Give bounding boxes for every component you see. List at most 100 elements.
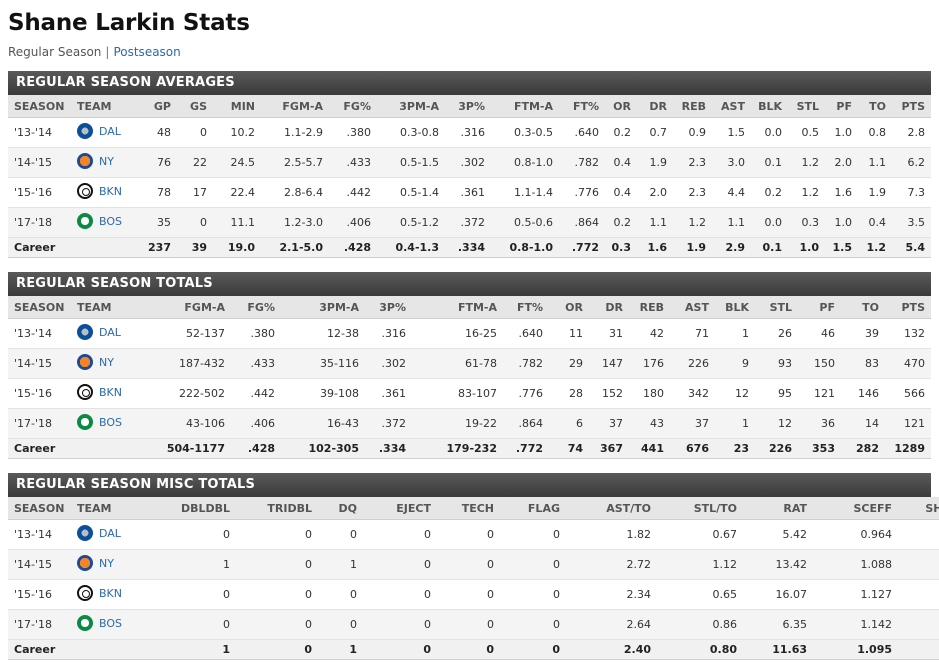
team-link[interactable]: NY bbox=[77, 354, 114, 370]
column-header-fg-pct: FG% bbox=[329, 95, 377, 118]
stat-pf: 2.0 bbox=[825, 147, 858, 178]
career-stat-sheff: .472 bbox=[898, 639, 939, 660]
stat-reb: 42 bbox=[629, 318, 670, 349]
stat-ftm-a: 16-25 bbox=[412, 318, 503, 349]
team-link[interactable]: DAL bbox=[77, 525, 121, 541]
team-link[interactable]: BKN bbox=[77, 183, 122, 199]
stat-rat: 6.35 bbox=[743, 609, 813, 640]
team-link[interactable]: NY bbox=[77, 555, 114, 571]
career-label: Career bbox=[8, 639, 71, 660]
team-abbreviation: DAL bbox=[99, 526, 121, 540]
stat-sheff: .473 bbox=[898, 549, 939, 580]
dal-logo-icon bbox=[77, 525, 93, 541]
career-stat-to: 282 bbox=[841, 438, 885, 459]
team-cell: NY bbox=[71, 147, 137, 178]
stat-dr: 0.7 bbox=[637, 117, 673, 148]
table-row: '14-'15 NY 76 22 24.5 2.5-5.7.433 0.5-1.5.302 0… bbox=[8, 147, 931, 178]
career-stat-blk: 0.1 bbox=[751, 237, 788, 258]
column-header-team: TEAM bbox=[71, 497, 137, 520]
column-header-flag: FLAG bbox=[500, 497, 566, 520]
stat-3pm-a: 39-108 bbox=[281, 378, 365, 409]
stat-3p-pct: .316 bbox=[365, 318, 412, 349]
bos-logo-icon bbox=[77, 213, 93, 229]
career-label: Career bbox=[8, 237, 71, 258]
stat-3pm-a: 35-116 bbox=[281, 348, 365, 379]
bkn-logo-icon bbox=[77, 384, 93, 400]
team-cell: NY bbox=[71, 348, 137, 379]
career-stat-dr: 367 bbox=[589, 438, 629, 459]
column-header-rat: RAT bbox=[743, 497, 813, 520]
team-abbreviation: DAL bbox=[99, 325, 121, 339]
team-link[interactable]: BKN bbox=[77, 585, 122, 601]
career-team-cell bbox=[71, 237, 137, 258]
stat-blk: 1 bbox=[715, 408, 755, 439]
season-cell: '14-'15 bbox=[8, 549, 71, 580]
postseason-link[interactable]: Postseason bbox=[113, 45, 181, 59]
team-link[interactable]: DAL bbox=[77, 324, 121, 340]
averages-table: SEASON TEAM GP GS MIN FGM-A FG% 3PM-A 3P% FTM-A FT… bbox=[8, 95, 931, 258]
team-abbreviation: BOS bbox=[99, 415, 122, 429]
team-link[interactable]: BKN bbox=[77, 384, 122, 400]
stat-pts: 7.3 bbox=[892, 177, 931, 208]
career-stat-fgm-a: 504-1177 bbox=[137, 438, 231, 459]
stat-tech: 0 bbox=[437, 609, 500, 640]
stat-ast-to: 2.34 bbox=[566, 579, 657, 610]
career-stat-ast-to: 2.40 bbox=[566, 639, 657, 660]
stat-ast-to: 2.64 bbox=[566, 609, 657, 640]
stat-3p-pct: .372 bbox=[365, 408, 412, 439]
totals-section: REGULAR SEASON TOTALS SEASON TEAM FGM-A FG%… bbox=[8, 272, 931, 459]
stat-ft-pct: .864 bbox=[559, 207, 605, 238]
stat-fg-pct: .406 bbox=[329, 207, 377, 238]
career-stat-rat: 11.63 bbox=[743, 639, 813, 660]
stat-reb: 180 bbox=[629, 378, 670, 409]
stat-to: 39 bbox=[841, 318, 885, 349]
team-cell: DAL bbox=[71, 318, 137, 349]
stat-3pm-a: 0.5-1.4 bbox=[377, 177, 445, 208]
stat-sheff: .481 bbox=[898, 579, 939, 610]
stat-pf: 121 bbox=[798, 378, 841, 409]
stat-gs: 22 bbox=[177, 147, 213, 178]
stat-pf: 46 bbox=[798, 318, 841, 349]
season-cell: '13-'14 bbox=[8, 318, 71, 349]
stat-reb: 2.3 bbox=[673, 177, 712, 208]
column-header-tridbl: TRIDBL bbox=[236, 497, 318, 520]
column-header-stl: STL bbox=[788, 95, 825, 118]
dal-logo-icon bbox=[77, 324, 93, 340]
stat-ftm-a: 1.1-1.4 bbox=[491, 177, 559, 208]
stat-eject: 0 bbox=[363, 549, 437, 580]
stat-ast: 71 bbox=[670, 318, 715, 349]
stat-gs: 17 bbox=[177, 177, 213, 208]
stat-flag: 0 bbox=[500, 519, 566, 550]
stat-stl: 26 bbox=[755, 318, 798, 349]
career-stat-min: 19.0 bbox=[213, 237, 261, 258]
stat-fg-pct: .380 bbox=[231, 318, 281, 349]
career-team-cell bbox=[71, 639, 137, 660]
stat-ast: 37 bbox=[670, 408, 715, 439]
team-link[interactable]: BOS bbox=[77, 213, 122, 229]
career-stat-sceff: 1.095 bbox=[813, 639, 898, 660]
column-header-team: TEAM bbox=[71, 296, 137, 319]
stat-stl: 93 bbox=[755, 348, 798, 379]
team-link[interactable]: BOS bbox=[77, 615, 122, 631]
bos-logo-icon bbox=[77, 414, 93, 430]
stat-pts: 2.8 bbox=[892, 117, 931, 148]
stat-ast: 342 bbox=[670, 378, 715, 409]
column-header-blk: BLK bbox=[751, 95, 788, 118]
stat-3pm-a: 0.5-1.2 bbox=[377, 207, 445, 238]
regular-season-label: Regular Season bbox=[8, 45, 102, 59]
stat-stl-to: 0.86 bbox=[657, 609, 743, 640]
stat-3pm-a: 0.5-1.5 bbox=[377, 147, 445, 178]
stat-dr: 37 bbox=[589, 408, 629, 439]
stat-tech: 0 bbox=[437, 549, 500, 580]
team-link[interactable]: NY bbox=[77, 153, 114, 169]
career-stat-gs: 39 bbox=[177, 237, 213, 258]
stat-ast-to: 1.82 bbox=[566, 519, 657, 550]
season-cell: '14-'15 bbox=[8, 147, 71, 178]
team-link[interactable]: BOS bbox=[77, 414, 122, 430]
stat-fgm-a: 52-137 bbox=[137, 318, 231, 349]
column-header-gp: GP bbox=[137, 95, 177, 118]
stat-ft-pct: .776 bbox=[559, 177, 605, 208]
team-link[interactable]: DAL bbox=[77, 123, 121, 139]
column-header-fgm-a: FGM-A bbox=[261, 95, 329, 118]
